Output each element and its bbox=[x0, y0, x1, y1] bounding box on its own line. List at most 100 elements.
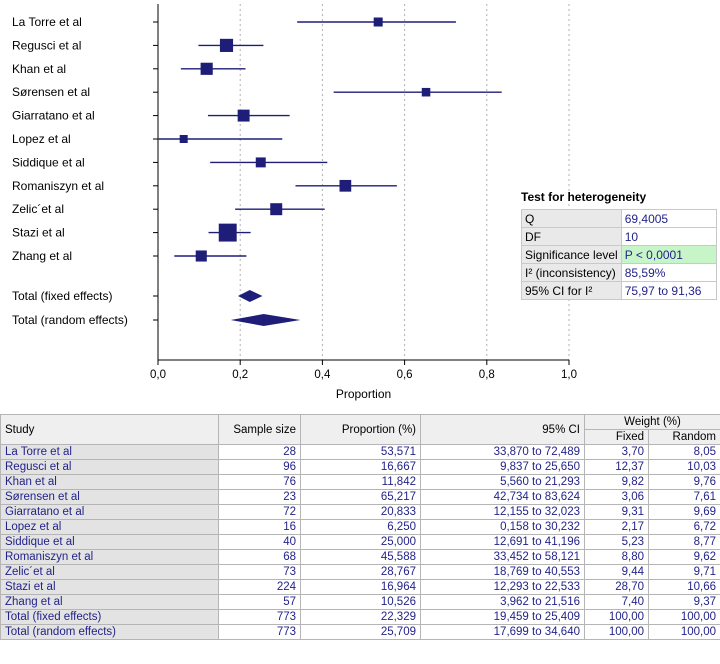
cell-weight-fixed: 12,37 bbox=[584, 459, 649, 475]
x-tick-label: 0,2 bbox=[232, 369, 248, 381]
table-row: Regusci et al 96 16,667 9,837 to 25,650 12,3… bbox=[0, 459, 720, 475]
cell-ci: 12,155 to 32,023 bbox=[420, 504, 585, 520]
het-row-significance: Significance level P < 0,0001 bbox=[521, 245, 718, 264]
cell-weight-fixed: 100,00 bbox=[584, 609, 649, 625]
het-row-i2-ci: 95% CI for I² 75,97 to 91,36 bbox=[521, 281, 718, 300]
study-marker bbox=[339, 179, 352, 192]
cell-sample-size: 76 bbox=[218, 474, 301, 490]
cell-weight-fixed: 5,23 bbox=[584, 534, 649, 550]
cell-ci: 5,560 to 21,293 bbox=[420, 474, 585, 490]
study-label: La Torre et al bbox=[12, 15, 82, 29]
study-marker bbox=[421, 87, 431, 97]
cell-study: La Torre et al bbox=[0, 444, 219, 460]
cell-weight-random: 9,62 bbox=[647, 549, 720, 565]
cell-study: Romaniszyn et al bbox=[0, 549, 219, 565]
cell-sample-size: 773 bbox=[218, 624, 301, 640]
summary-diamond bbox=[230, 314, 301, 326]
cell-study: Zelic´et al bbox=[0, 564, 219, 580]
cell-proportion: 16,667 bbox=[300, 459, 421, 475]
table-row: La Torre et al 28 53,571 33,870 to 72,489 3,… bbox=[0, 444, 720, 460]
study-marker bbox=[255, 157, 266, 168]
cell-proportion: 53,571 bbox=[300, 444, 421, 460]
cell-ci: 33,452 to 58,121 bbox=[420, 549, 585, 565]
study-label: Siddique et al bbox=[12, 155, 85, 169]
summary-label: Total (random effects) bbox=[12, 313, 128, 327]
table-row: Total (fixed effects) 773 22,329 19,459 to … bbox=[0, 609, 720, 625]
cell-weight-random: 100,00 bbox=[647, 609, 720, 625]
cell-weight-fixed: 9,31 bbox=[584, 504, 649, 520]
study-label: Stazi et al bbox=[12, 226, 65, 240]
table-row: Lopez et al 16 6,250 0,158 to 30,232 2,17 6,7… bbox=[0, 519, 720, 535]
study-marker bbox=[218, 223, 237, 242]
table-row: Stazi et al 224 16,964 12,293 to 22,533 28,7… bbox=[0, 579, 720, 595]
study-label: Sørensen et al bbox=[12, 85, 90, 99]
header-random: Random bbox=[647, 429, 720, 445]
study-marker bbox=[179, 135, 188, 143]
table-row: Sørensen et al 23 65,217 42,734 to 83,624 3,… bbox=[0, 489, 720, 505]
cell-weight-fixed: 28,70 bbox=[584, 579, 649, 595]
cell-weight-random: 9,76 bbox=[647, 474, 720, 490]
study-marker bbox=[219, 38, 234, 52]
cell-sample-size: 773 bbox=[218, 609, 301, 625]
heterogeneity-table: Q 69,4005 DF 10 Significance level P < 0… bbox=[521, 209, 718, 300]
cell-sample-size: 68 bbox=[218, 549, 301, 565]
cell-proportion: 16,964 bbox=[300, 579, 421, 595]
study-marker bbox=[270, 203, 283, 216]
cell-sample-size: 23 bbox=[218, 489, 301, 505]
cell-study: Khan et al bbox=[0, 474, 219, 490]
cell-sample-size: 72 bbox=[218, 504, 301, 520]
study-label: Romaniszyn et al bbox=[12, 179, 104, 193]
het-row-df: DF 10 bbox=[521, 227, 718, 246]
header-fixed: Fixed bbox=[584, 429, 649, 445]
study-marker bbox=[373, 17, 383, 27]
cell-weight-fixed: 100,00 bbox=[584, 624, 649, 640]
header-ci: 95% CI bbox=[420, 414, 585, 445]
study-label: Regusci et al bbox=[12, 38, 81, 52]
cell-ci: 0,158 to 30,232 bbox=[420, 519, 585, 535]
cell-weight-fixed: 3,06 bbox=[584, 489, 649, 505]
cell-ci: 12,691 to 41,196 bbox=[420, 534, 585, 550]
cell-study: Regusci et al bbox=[0, 459, 219, 475]
cell-study: Giarratano et al bbox=[0, 504, 219, 520]
x-tick-label: 0,8 bbox=[479, 369, 495, 381]
cell-sample-size: 40 bbox=[218, 534, 301, 550]
cell-weight-random: 9,37 bbox=[647, 594, 720, 610]
cell-ci: 3,962 to 21,516 bbox=[420, 594, 585, 610]
table-row: Zelic´et al 73 28,767 18,769 to 40,553 9,44 9… bbox=[0, 564, 720, 580]
het-key: DF bbox=[521, 227, 622, 246]
cell-weight-random: 10,66 bbox=[647, 579, 720, 595]
het-row-i2: I² (inconsistency) 85,59% bbox=[521, 263, 718, 282]
table-header-row: Study Sample size Proportion (%) 95% CI … bbox=[0, 414, 720, 445]
het-key: Significance level bbox=[521, 245, 622, 264]
heterogeneity-panel: Test for heterogeneity Q 69,4005 DF 10 S… bbox=[521, 190, 718, 300]
cell-sample-size: 73 bbox=[218, 564, 301, 580]
cell-weight-random: 8,77 bbox=[647, 534, 720, 550]
table-row: Siddique et al 40 25,000 12,691 to 41,196 5,… bbox=[0, 534, 720, 550]
cell-ci: 42,734 to 83,624 bbox=[420, 489, 585, 505]
het-key: Q bbox=[521, 209, 622, 228]
cell-proportion: 25,709 bbox=[300, 624, 421, 640]
cell-weight-fixed: 9,44 bbox=[584, 564, 649, 580]
table-subheader-row: Fixed Random bbox=[1, 429, 720, 445]
table-row: Romaniszyn et al 68 45,588 33,452 to 58,121… bbox=[0, 549, 720, 565]
cell-ci: 33,870 to 72,489 bbox=[420, 444, 585, 460]
x-tick-label: 0,6 bbox=[397, 369, 413, 381]
het-value: 10 bbox=[620, 227, 718, 246]
header-study: Study bbox=[0, 414, 219, 445]
het-row-q: Q 69,4005 bbox=[521, 209, 718, 228]
cell-proportion: 28,767 bbox=[300, 564, 421, 580]
header-sample-size: Sample size bbox=[218, 414, 301, 445]
cell-study: Stazi et al bbox=[0, 579, 219, 595]
study-label: Giarratano et al bbox=[12, 109, 95, 123]
cell-weight-random: 7,61 bbox=[647, 489, 720, 505]
cell-study: Siddique et al bbox=[0, 534, 219, 550]
cell-weight-random: 8,05 bbox=[647, 444, 720, 460]
cell-ci: 19,459 to 25,409 bbox=[420, 609, 585, 625]
cell-proportion: 10,526 bbox=[300, 594, 421, 610]
table-row: Total (random effects) 773 25,709 17,699 to… bbox=[0, 624, 720, 640]
cell-ci: 18,769 to 40,553 bbox=[420, 564, 585, 580]
cell-proportion: 65,217 bbox=[300, 489, 421, 505]
x-tick-label: 1,0 bbox=[561, 369, 577, 381]
het-value: 85,59% bbox=[620, 263, 718, 282]
cell-weight-random: 10,03 bbox=[647, 459, 720, 475]
